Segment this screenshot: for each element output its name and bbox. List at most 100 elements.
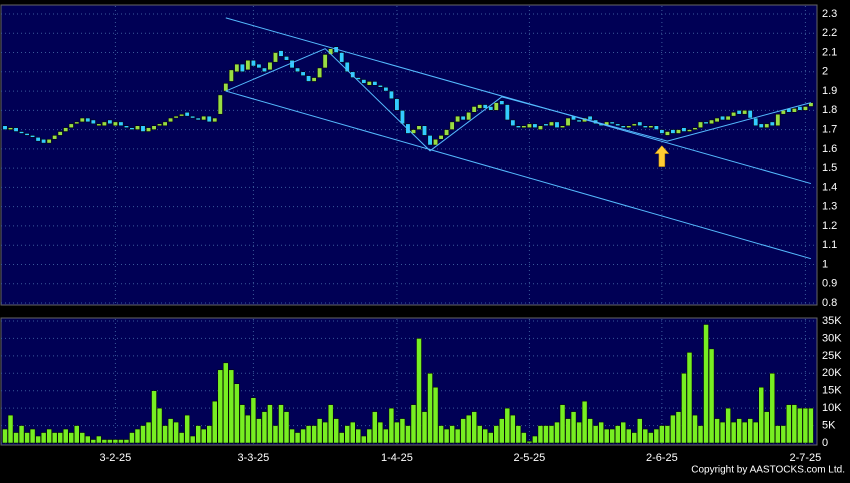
candle-body [317,67,323,78]
candle-body [560,125,565,128]
candle-body [411,129,416,134]
candle-body [764,123,770,128]
volume-bar [261,411,268,444]
volume-bar [366,428,373,444]
volume-bar [212,400,218,444]
candle-body [471,106,477,113]
volume-bar [476,425,483,444]
candle-body [692,127,698,130]
candle-body [549,121,554,126]
candle-body [217,94,223,115]
candle-body [107,119,113,125]
candle-body [775,113,781,126]
y-tick-label: 1.4 [822,181,837,193]
candle-body [118,121,124,126]
y-tick-label: 2.2 [822,27,837,39]
volume-bar [697,425,704,444]
candle-body [488,106,494,111]
candle-body [289,59,295,69]
volume-bar [79,432,86,444]
volume-bar [85,435,91,444]
candle-body [698,121,703,128]
volume-bar [570,411,577,444]
volume-bar [40,432,47,444]
volume-bar [134,428,141,444]
volume-bar [184,414,190,444]
candle-body [261,67,267,73]
candle-body [537,125,543,130]
y-tick-label: 2.3 [822,8,837,20]
candle-body [736,110,742,115]
candle-body [444,129,450,136]
candle-body [675,129,681,134]
candle-body [24,133,30,136]
volume-bar [405,425,411,444]
y-tick-label: 1.9 [822,85,837,97]
candle-body [521,125,527,128]
candle-body [725,115,731,121]
candle-body [267,61,273,71]
volume-bar [283,411,290,444]
candle-body [201,115,207,121]
y-tick-label: 10K [822,402,842,414]
trend-line [225,48,812,152]
volume-bar [603,428,610,444]
volume-bar [200,428,207,444]
volume-bar [18,425,25,444]
candle-body [791,108,797,113]
volume-bar [465,414,472,444]
volume-bar [675,411,682,444]
candle-body [802,106,808,111]
y-tick-label: 1.1 [822,239,837,251]
candle-body [394,98,400,111]
candle-body [284,56,289,61]
volume-bar [2,428,8,444]
candle-body [482,104,488,109]
x-tick-label: 2-5-25 [514,452,546,464]
y-tick-label: 20K [822,367,842,379]
y-tick-label: 2.1 [822,46,837,58]
volume-bar [769,373,776,444]
candle-body [615,123,621,126]
volume-bar [752,421,759,444]
volume-bar [305,425,312,444]
volume-bar [333,418,339,444]
volume-bar [399,418,406,444]
candle-body [96,123,102,126]
volume-bar [454,428,461,444]
candle-body [85,117,91,123]
volume-bar [471,411,477,444]
volume-bar [482,428,488,444]
candle-body [256,63,262,69]
volume-bar [443,428,450,444]
copyright: Copyright by AASTOCKS.com Ltd. [691,465,845,476]
volume-bar [173,421,179,444]
volume-bar [361,435,367,444]
volume-bar [300,428,306,444]
volume-bar [736,418,742,444]
candle-body [422,125,427,136]
candle-body [322,54,328,69]
volume-bar [598,421,604,444]
volume-bar [416,338,422,444]
volume-bar [74,425,80,444]
candle-body [433,138,439,146]
candle-body [460,115,466,121]
volume-bar [488,432,494,444]
candle-body [642,125,648,128]
volume-bar [659,425,665,444]
volume-bar [57,432,63,444]
volume-bar [189,435,196,444]
candle-body [41,138,47,144]
candle-body [35,137,41,142]
y-tick-label: 1.3 [822,201,837,213]
candle-body [295,67,301,73]
candle-body [576,119,582,123]
candle-body [670,129,676,134]
volume-bar [797,407,803,444]
volume-bar [151,390,157,444]
y-tick-label: 15K [822,385,842,397]
volume-bar [228,369,235,444]
volume-bar [107,439,113,444]
trend-line [225,90,812,260]
